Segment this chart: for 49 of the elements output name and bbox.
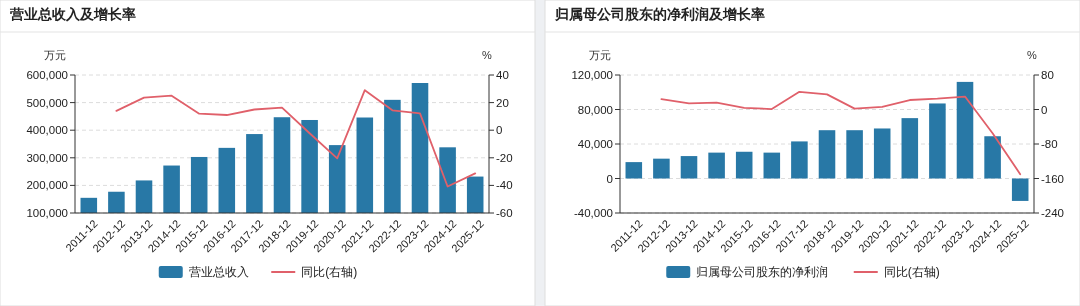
y2-tick-label: 0 (496, 124, 503, 137)
bar (653, 158, 670, 179)
bar (818, 130, 836, 179)
chart-title: 归属母公司股东的净利润及增长率 (554, 6, 765, 22)
y2-tick-label: 40 (496, 69, 509, 82)
y-tick-label: 80,000 (577, 103, 613, 116)
y-tick-label: 200,000 (26, 179, 68, 192)
chart-title: 营业总收入及增长率 (9, 6, 136, 22)
y-tick-label: 300,000 (26, 151, 68, 164)
bar (901, 118, 919, 179)
line-series (660, 90, 1022, 176)
y2-tick-label: -60 (496, 207, 513, 220)
legend-label: 同比(右轴) (301, 265, 358, 280)
y-tick-label: 120,000 (571, 69, 613, 82)
line-series (115, 89, 477, 188)
bar (929, 103, 946, 179)
y-axis-title: 万元 (589, 49, 611, 61)
y-tick-label: 40,000 (577, 138, 613, 151)
y2-axis-title: % (1027, 49, 1038, 61)
y-tick-label: 600,000 (26, 69, 68, 82)
legend-label: 营业总收入 (188, 265, 249, 280)
y-axis-title: 万元 (44, 49, 66, 61)
y2-tick-label: 20 (496, 96, 509, 109)
legend-label: 同比(右轴) (883, 265, 940, 280)
y-tick-label: 100,000 (26, 207, 68, 220)
bar (763, 152, 781, 179)
bar (1011, 178, 1029, 201)
y2-tick-label: -80 (1041, 138, 1058, 151)
y2-tick-label: 80 (1041, 69, 1054, 82)
y2-tick-label: -240 (1041, 207, 1065, 220)
y2-tick-label: -20 (496, 151, 513, 164)
y-tick-label: -40,000 (573, 207, 613, 220)
bar (956, 81, 974, 179)
y2-tick-label: -160 (1041, 172, 1065, 185)
bar (984, 136, 1001, 179)
bar (846, 130, 863, 179)
y2-axis-title: % (482, 49, 493, 61)
y-tick-label: 0 (606, 172, 613, 185)
bar (708, 152, 725, 179)
bar (625, 162, 643, 179)
legend-label: 归属母公司股东的净利润 (696, 265, 829, 280)
bar (735, 151, 753, 179)
bar (873, 128, 891, 179)
y-tick-label: 500,000 (26, 96, 68, 109)
y2-tick-label: 0 (1041, 103, 1048, 116)
y-tick-label: 400,000 (26, 124, 68, 137)
bar (791, 141, 808, 179)
bar (680, 156, 698, 179)
y2-tick-label: -40 (496, 179, 513, 192)
